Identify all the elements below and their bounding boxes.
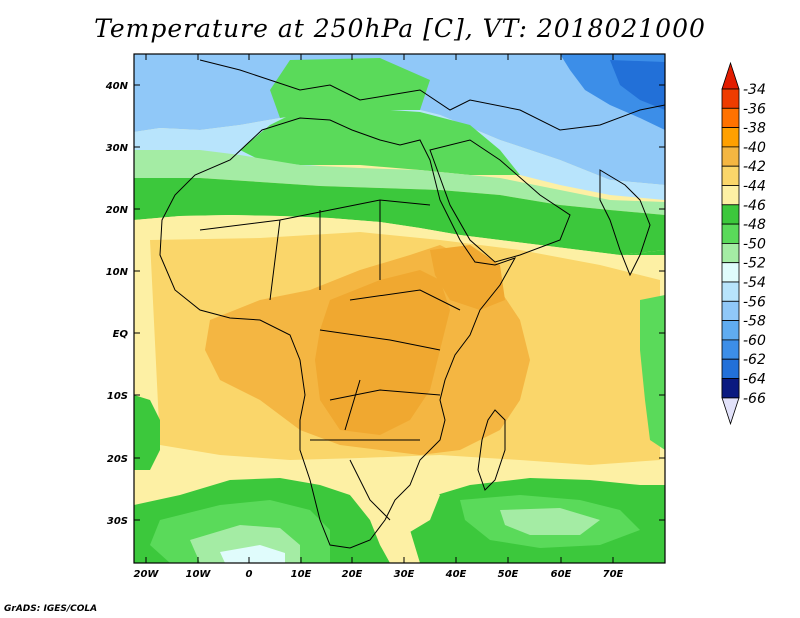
- lon-label: 40E: [445, 569, 467, 580]
- colorbar-label: -36: [743, 101, 766, 117]
- north-green-patch: [270, 58, 430, 118]
- europe-coast: [199, 59, 665, 131]
- east-green-edge: [640, 295, 665, 450]
- colorbar-segment: [721, 223, 740, 244]
- colorbar-segment: [721, 204, 740, 225]
- colorbar-segment: [721, 358, 740, 379]
- colorbar-segment: [721, 165, 740, 186]
- mediterranean-green: [240, 108, 520, 175]
- colorbar-segment: [721, 339, 740, 360]
- colorbar-label: -38: [743, 121, 766, 137]
- colorbar-bottom-arrow: [721, 397, 740, 426]
- colorbar-label: -40: [743, 140, 766, 156]
- colorbar-label: -46: [743, 198, 766, 214]
- lon-label: 70E: [603, 569, 624, 580]
- colorbar: -34 -36 -38 -40 -42 -44 -46 -48 -50 -52 -54 -56 -58 -…: [721, 61, 766, 426]
- colorbar-segment: [721, 242, 740, 264]
- colorbar-label: -56: [743, 294, 766, 310]
- lon-label: 10W: [186, 569, 212, 580]
- lon-label: 60E: [551, 569, 572, 580]
- central-orange-core: [315, 270, 450, 435]
- lon-label: 30E: [394, 569, 415, 580]
- madagascar: [477, 409, 506, 491]
- southern-yellow-tongue: [340, 478, 440, 535]
- colorbar-label: -52: [743, 256, 766, 272]
- northeast-deep-blue: [610, 60, 665, 110]
- colorbar-label: -50: [743, 236, 766, 252]
- arabian-peninsula: [429, 139, 571, 263]
- africa-coastline: [159, 117, 517, 549]
- map-frame: [133, 53, 666, 564]
- east-africa-orange: [430, 245, 505, 310]
- colorbar-segment: [721, 185, 740, 206]
- temperature-field: [134, 54, 665, 563]
- lon-label: 0: [246, 569, 253, 580]
- colorbar-segment: [721, 300, 740, 321]
- internal-borders: [199, 199, 461, 521]
- colorbar-segment: [721, 320, 740, 341]
- coastlines: [159, 59, 665, 549]
- lon-labels: 20W 10W 0 10E 20E 30E 40E 50E 60E 70E: [134, 569, 624, 580]
- india-coast: [599, 169, 651, 277]
- lat-label: 20N: [106, 205, 129, 216]
- lon-label: 20E: [342, 569, 363, 580]
- colorbar-segment: [721, 378, 740, 399]
- colorbar-label: -66: [743, 391, 766, 407]
- southern-cold-core: [220, 545, 285, 563]
- colorbar-segment: [721, 88, 740, 109]
- southeast-pale-inner: [500, 508, 600, 535]
- colorbar-top-arrow: [721, 61, 740, 90]
- grads-credit: GrADS: IGES/COLA: [4, 604, 98, 614]
- lat-label: 10N: [106, 267, 129, 278]
- lon-label: 50E: [498, 569, 519, 580]
- chart-title: Temperature at 250hPa [C], VT: 201802100…: [94, 14, 706, 43]
- colorbar-label: -58: [743, 314, 766, 330]
- colorbar-segment: [721, 127, 740, 148]
- colorbar-segment: [721, 146, 740, 167]
- sahara-green-band: [134, 178, 665, 255]
- lat-label: 20S: [107, 454, 128, 465]
- lat-label: 40N: [105, 81, 129, 92]
- colorbar-label: -48: [743, 217, 766, 233]
- lat-label: 30N: [106, 143, 129, 154]
- colorbar-label: -54: [743, 275, 766, 291]
- colorbar-segment: [721, 281, 740, 302]
- lat-label: 10S: [107, 391, 128, 402]
- lon-label: 10E: [291, 569, 312, 580]
- colorbar-label: -64: [743, 372, 766, 388]
- colorbar-segment: [721, 107, 740, 129]
- north-blue-region: [134, 54, 665, 185]
- lat-label: 30S: [107, 516, 128, 527]
- west-green-strip: [134, 395, 160, 470]
- colorbar-label: -62: [743, 352, 766, 368]
- north-pale-strip: [134, 150, 665, 215]
- axis-ticks: [134, 54, 665, 563]
- colorbar-label: -42: [743, 159, 766, 175]
- lat-label: EQ: [113, 329, 129, 340]
- colorbar-label: -34: [743, 82, 766, 98]
- colorbar-label: -60: [743, 333, 766, 349]
- colorbar-segment: [721, 262, 740, 283]
- lat-labels: 40N 30N 20N 10N EQ 10S 20S 30S: [105, 81, 129, 527]
- colorbar-label: -44: [743, 179, 766, 195]
- lon-label: 20W: [134, 569, 160, 580]
